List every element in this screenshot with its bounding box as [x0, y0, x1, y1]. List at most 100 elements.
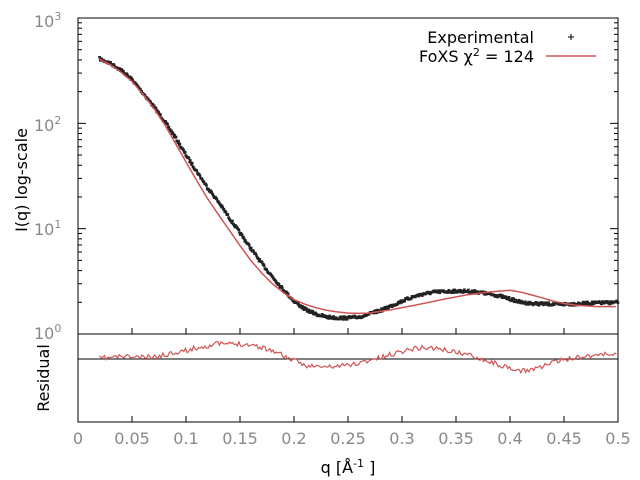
residual-plot-frame: [77, 333, 619, 423]
experimental-point: [286, 292, 290, 295]
experimental-point: [374, 309, 377, 312]
x-tick-label: 0: [73, 429, 83, 448]
experimental-point: [247, 244, 251, 247]
experimental-point: [463, 288, 466, 292]
y-tick-labels: 103 102 101 100: [34, 10, 61, 343]
experimental-point: [146, 97, 150, 101]
experimental-point: [183, 150, 187, 154]
experimental-point: [513, 300, 516, 304]
legend: Experimental FoXS χ2 = 124: [419, 28, 596, 66]
experimental-point: [209, 189, 212, 192]
x-axis-label: q [Å-1 ]: [321, 457, 376, 477]
experimental-point: [109, 60, 112, 64]
series-layer: [98, 55, 620, 321]
experimental-point: [282, 290, 286, 293]
experimental-point: [527, 303, 531, 306]
x-tick-label: 0.2: [281, 429, 306, 448]
experimental-point: [403, 299, 407, 303]
experimental-point: [220, 204, 224, 208]
experimental-point: [293, 299, 296, 303]
experimental-point: [240, 233, 244, 237]
experimental-point: [512, 297, 515, 301]
experimental-point: [192, 166, 195, 169]
experimental-point: [112, 63, 116, 66]
experimental-point: [231, 219, 234, 223]
experimental-point: [452, 291, 455, 295]
experimental-point: [189, 159, 192, 162]
experimental-point: [467, 288, 470, 292]
x-tick-label: 0.35: [438, 429, 474, 448]
experimental-point: [380, 307, 383, 310]
experimental-point: [262, 264, 266, 267]
experimental-point: [176, 141, 180, 145]
x-tick-label: 0.3: [389, 429, 414, 448]
experimental-point: [540, 301, 544, 304]
experimental-point: [603, 301, 606, 305]
experimental-point: [387, 306, 390, 310]
experimental-point: [616, 301, 620, 304]
experimental-point: [255, 254, 258, 257]
experimental-point: [343, 315, 347, 319]
experimental-point: [195, 169, 199, 172]
experimental-point: [547, 301, 550, 304]
experimental-point: [292, 299, 295, 302]
experimental-point: [254, 252, 258, 256]
experimental-point: [305, 307, 308, 310]
experimental-point: [500, 296, 504, 300]
experimental-point: [345, 318, 349, 321]
experimental-point: [207, 187, 210, 191]
experimental-point: [281, 286, 284, 290]
experimental-point: [205, 184, 208, 187]
legend-label-experimental: Experimental: [427, 28, 534, 47]
x-tick-label: 0.25: [330, 429, 366, 448]
experimental-point: [198, 173, 201, 176]
experimental-point: [252, 250, 256, 253]
experimental-point: [459, 288, 462, 292]
experimental-point: [170, 129, 173, 133]
x-tick-label: 0.15: [222, 429, 258, 448]
experimental-point: [102, 58, 105, 62]
experimental-point: [166, 123, 169, 126]
experimental-point: [531, 302, 534, 305]
experimental-point: [417, 294, 421, 298]
experimental-point: [399, 299, 403, 302]
experimental-point: [476, 290, 479, 293]
residual-axis-label: Residual: [34, 344, 53, 412]
experimental-point: [210, 190, 213, 194]
experimental-point: [237, 228, 241, 232]
experimental-point: [249, 248, 252, 251]
experimental-point: [314, 312, 318, 315]
series-residual-line: [99, 340, 617, 375]
experimental-point: [190, 161, 194, 165]
experimental-point: [152, 104, 156, 107]
experimental-point: [204, 182, 208, 186]
experimental-point: [533, 302, 537, 306]
experimental-point: [133, 81, 137, 84]
experimental-point: [242, 235, 245, 239]
experimental-point: [324, 314, 328, 318]
experimental-point: [518, 299, 521, 303]
x-ticks: 0 0.05 0.1 0.15 0.2 0.25 0.3 0.35 0.4 0.45 0.5: [73, 328, 631, 448]
experimental-point: [182, 149, 186, 152]
x-tick-label: 0.45: [546, 429, 582, 448]
experimental-point: [382, 307, 386, 311]
y-ticks: [78, 22, 618, 335]
experimental-point: [306, 310, 309, 313]
experimental-point: [143, 94, 147, 97]
experimental-point: [302, 308, 306, 311]
experimental-point: [222, 207, 226, 211]
main-plot-frame: [77, 17, 619, 335]
y-tick-1000: 103: [34, 10, 61, 31]
experimental-point: [198, 174, 202, 178]
experimental-point: [137, 85, 140, 89]
experimental-point: [218, 202, 221, 205]
experimental-point: [224, 210, 228, 214]
experimental-point: [297, 302, 300, 306]
experimental-point: [461, 291, 465, 294]
experimental-point: [126, 73, 129, 77]
experimental-point: [454, 289, 457, 292]
experimental-point: [215, 197, 219, 201]
residual-layer: [99, 340, 617, 375]
experimental-point: [265, 268, 269, 271]
